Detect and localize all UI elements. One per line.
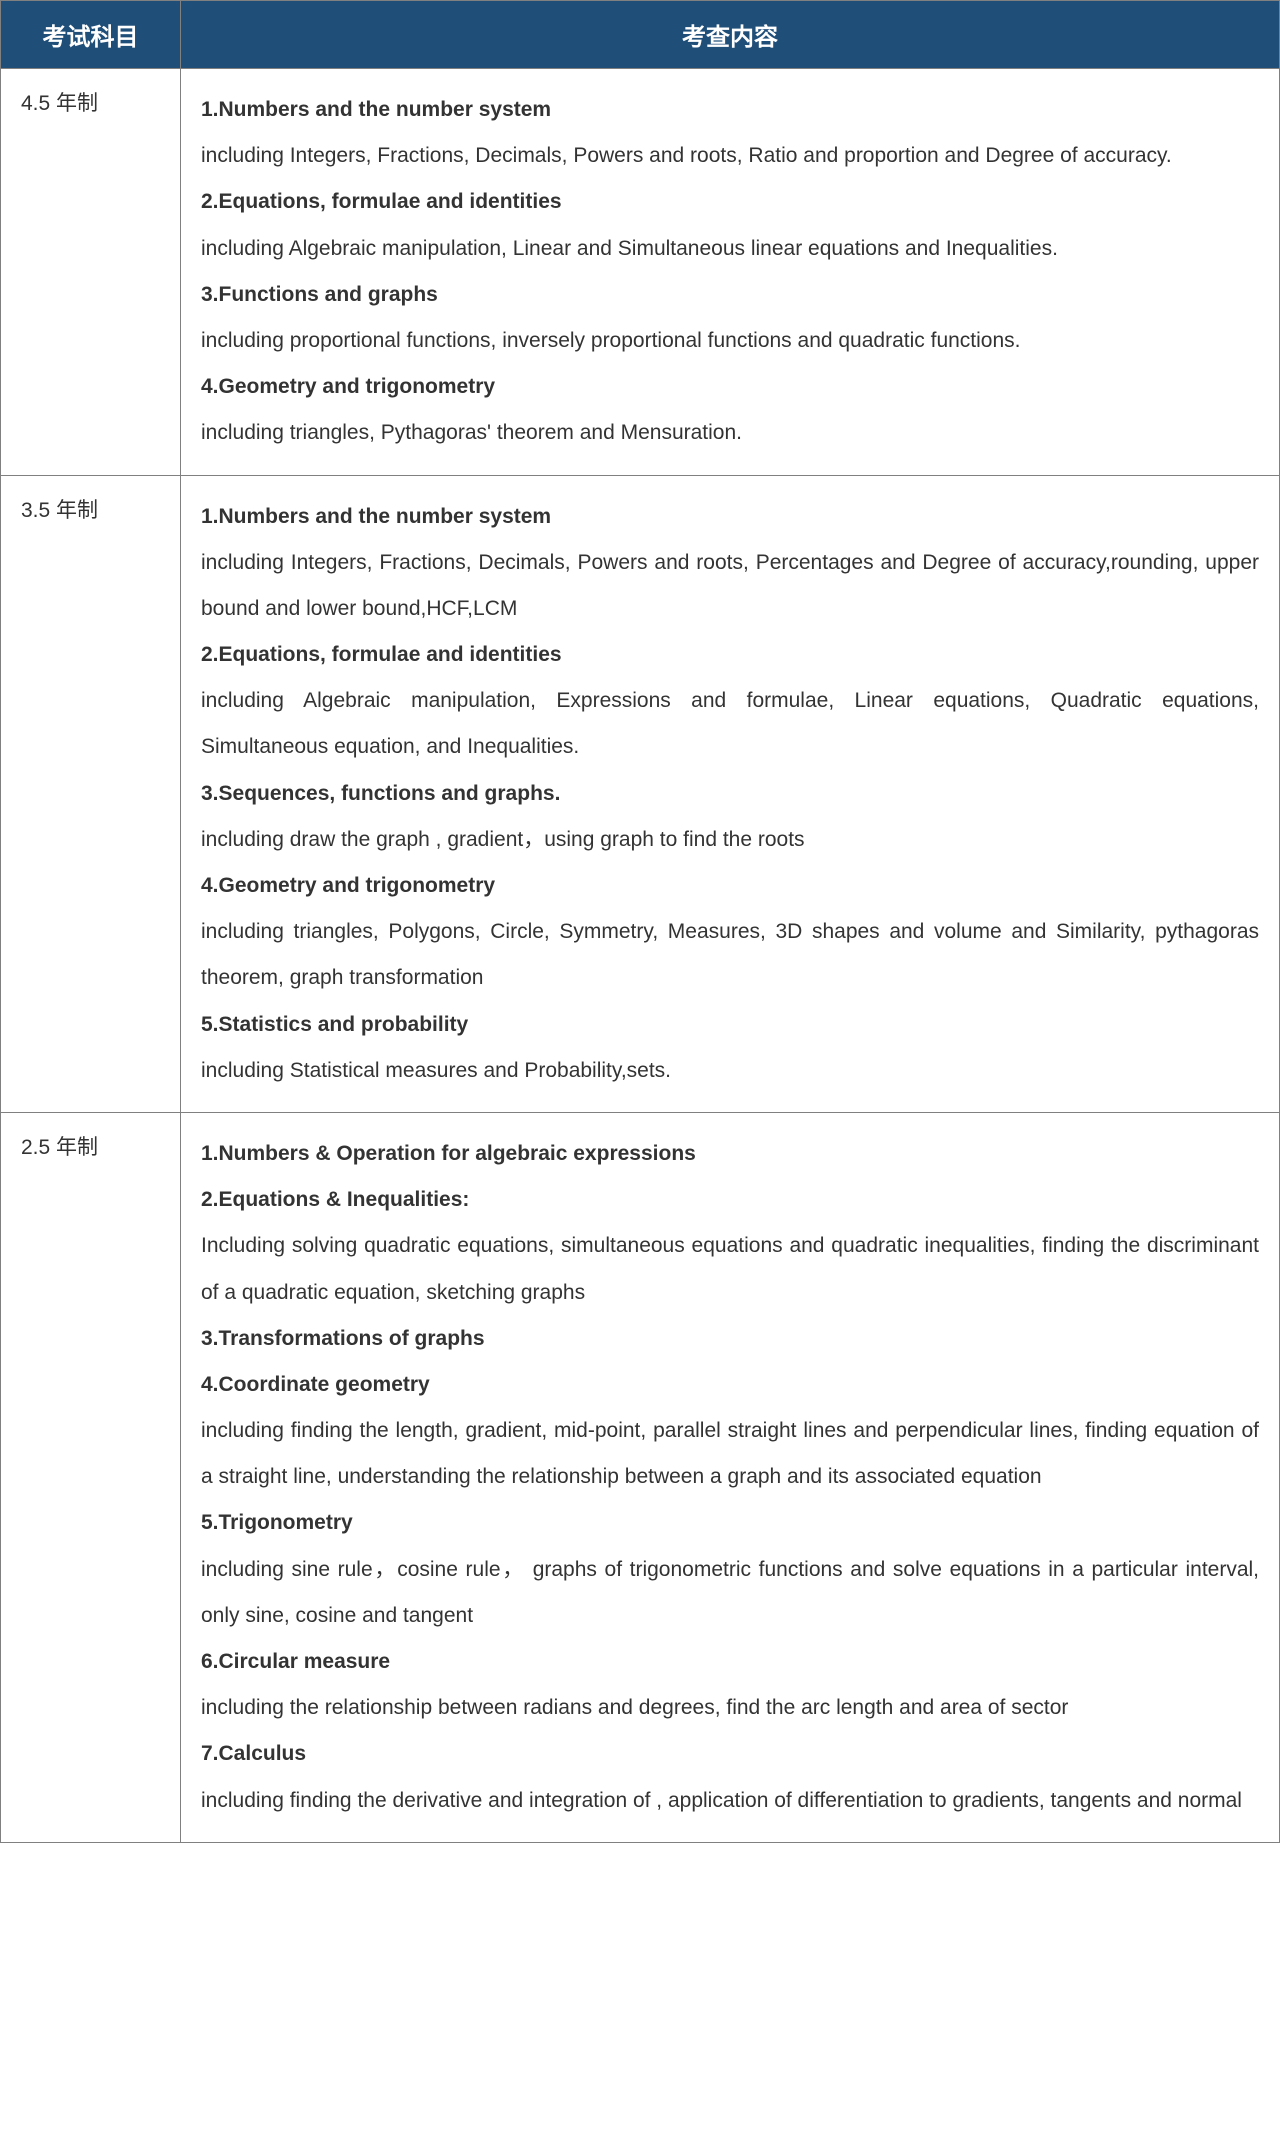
- table-row: 3.5 年制1.Numbers and the number systeminc…: [1, 475, 1280, 1112]
- content-text: including finding the derivative and int…: [201, 1778, 1259, 1824]
- content-cell: 1.Numbers and the number systemincluding…: [181, 475, 1280, 1112]
- content-text: including Statistical measures and Proba…: [201, 1048, 1259, 1094]
- content-heading: 5.Statistics and probability: [201, 1002, 1259, 1048]
- content-heading: 3.Transformations of graphs: [201, 1316, 1259, 1362]
- header-content: 考查内容: [181, 1, 1280, 69]
- content-text: including Algebraic manipulation, Expres…: [201, 678, 1259, 770]
- content-text: Including solving quadratic equations, s…: [201, 1223, 1259, 1315]
- content-heading: 2.Equations & Inequalities:: [201, 1177, 1259, 1223]
- content-heading: 7.Calculus: [201, 1731, 1259, 1777]
- content-heading: 4.Coordinate geometry: [201, 1362, 1259, 1408]
- content-text: including Integers, Fractions, Decimals,…: [201, 540, 1259, 632]
- subject-cell: 4.5 年制: [1, 69, 181, 476]
- content-text: including sine rule，cosine rule， graphs …: [201, 1547, 1259, 1639]
- content-heading: 1.Numbers and the number system: [201, 494, 1259, 540]
- content-heading: 6.Circular measure: [201, 1639, 1259, 1685]
- content-text: including triangles, Pythagoras' theorem…: [201, 410, 1259, 456]
- table-row: 2.5 年制 1.Numbers & Operation for algebrai…: [1, 1112, 1280, 1842]
- content-text: including finding the length, gradient, …: [201, 1408, 1259, 1500]
- table-body: 4.5 年制1.Numbers and the number systeminc…: [1, 69, 1280, 1843]
- content-heading: 4.Geometry and trigonometry: [201, 863, 1259, 909]
- content-heading: 5.Trigonometry: [201, 1500, 1259, 1546]
- content-text: including Integers, Fractions, Decimals,…: [201, 133, 1259, 179]
- header-subject: 考试科目: [1, 1, 181, 69]
- subject-cell: 2.5 年制: [1, 1112, 181, 1842]
- content-text: including triangles, Polygons, Circle, S…: [201, 909, 1259, 1001]
- content-heading: 2.Equations, formulae and identities: [201, 179, 1259, 225]
- table-row: 4.5 年制1.Numbers and the number systeminc…: [1, 69, 1280, 476]
- content-heading: 4.Geometry and trigonometry: [201, 364, 1259, 410]
- content-heading: 1.Numbers and the number system: [201, 87, 1259, 133]
- exam-content-table: 考试科目 考查内容 4.5 年制1.Numbers and the number…: [0, 0, 1280, 1843]
- content-heading: 3.Functions and graphs: [201, 272, 1259, 318]
- content-text: including proportional functions, invers…: [201, 318, 1259, 364]
- content-heading: 3.Sequences, functions and graphs.: [201, 771, 1259, 817]
- content-cell: 1.Numbers & Operation for algebraic expr…: [181, 1112, 1280, 1842]
- subject-cell: 3.5 年制: [1, 475, 181, 1112]
- content-text: including Algebraic manipulation, Linear…: [201, 226, 1259, 272]
- content-text: including draw the graph , gradient，usin…: [201, 817, 1259, 863]
- content-cell: 1.Numbers and the number systemincluding…: [181, 69, 1280, 476]
- content-heading: 1.Numbers & Operation for algebraic expr…: [201, 1131, 1259, 1177]
- content-text: including the relationship between radia…: [201, 1685, 1259, 1731]
- table-header-row: 考试科目 考查内容: [1, 1, 1280, 69]
- content-heading: 2.Equations, formulae and identities: [201, 632, 1259, 678]
